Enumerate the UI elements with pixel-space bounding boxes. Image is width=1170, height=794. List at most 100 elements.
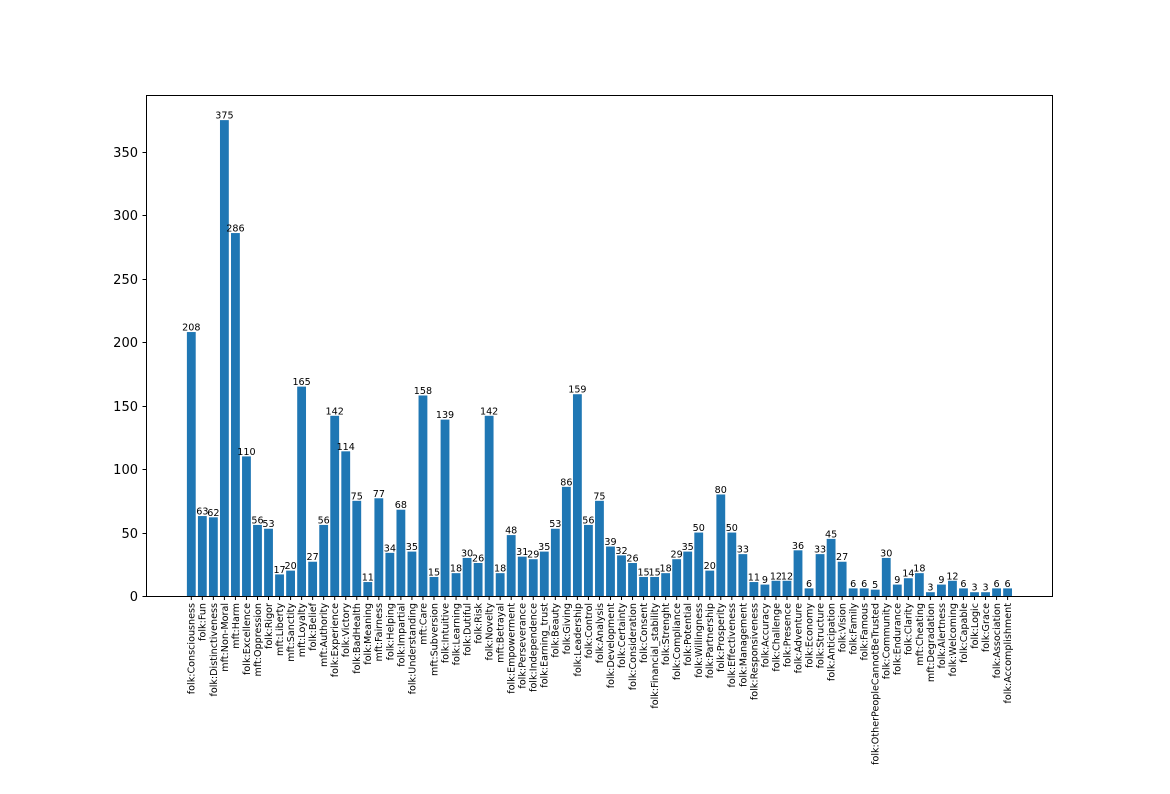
- bar: [683, 551, 693, 596]
- x-tick-label: folk:Responsiveness: [749, 603, 760, 700]
- bar-value-label: 68: [395, 500, 407, 511]
- x-tick-label: folk:Family: [849, 603, 860, 655]
- x-tick-label: mft:Oppression: [253, 603, 264, 677]
- x-tick-label: mft:Sanctity: [286, 603, 297, 662]
- bar-value-label: 18: [494, 564, 506, 575]
- bar: [264, 528, 273, 596]
- bar: [705, 570, 715, 596]
- bar-value-label: 6: [850, 579, 856, 590]
- bar-value-label: 139: [436, 410, 454, 421]
- bar: [473, 563, 483, 596]
- x-tick-label: folk:Excellence: [242, 603, 253, 675]
- bar-value-label: 53: [262, 519, 274, 530]
- x-tick-label: folk:Accomplishment: [1003, 603, 1014, 704]
- x-tick-label: folk:Accuracy: [760, 603, 771, 668]
- x-tick-label: folk:Fun: [198, 603, 209, 641]
- x-tick-label: folk:Experience: [330, 603, 341, 677]
- bar: [716, 494, 726, 596]
- bar: [959, 588, 968, 596]
- y-tick-label: 300: [113, 209, 138, 224]
- bar-value-label: 3: [982, 583, 988, 594]
- bar: [495, 573, 505, 596]
- bar-value-label: 12: [946, 571, 958, 582]
- bar-value-label: 208: [182, 323, 200, 334]
- x-tick-label: folk:Partnership: [705, 603, 716, 678]
- x-tick-label: folk:Adventure: [793, 603, 804, 673]
- x-tick-label: mft:Liberty: [275, 603, 286, 656]
- y-tick-label: 350: [113, 146, 138, 161]
- bar: [793, 550, 803, 596]
- x-tick-label: folk:Welcoming: [948, 603, 959, 677]
- x-tick-label: folk:Consent: [639, 603, 650, 663]
- bar: [242, 456, 251, 596]
- x-tick-label: folk:Development: [606, 603, 617, 689]
- bar-value-label: 56: [582, 515, 594, 526]
- y-tick-label: 250: [113, 273, 138, 288]
- bar: [429, 576, 439, 596]
- bar: [528, 559, 538, 596]
- x-tick-label: folk:Clarity: [904, 603, 915, 655]
- bar-value-label: 34: [384, 543, 396, 554]
- bar-value-label: 26: [626, 554, 638, 565]
- x-tick-label: folk:Dutiful: [462, 603, 473, 656]
- y-tick-label: 200: [113, 336, 138, 351]
- bar-value-label: 142: [326, 406, 344, 417]
- bar: [948, 580, 957, 596]
- bar-value-label: 50: [726, 523, 738, 534]
- bar-value-label: 3: [971, 583, 977, 594]
- bar: [661, 573, 671, 596]
- bar-value-label: 14: [902, 569, 914, 580]
- bar-value-label: 159: [568, 385, 586, 396]
- bar-value-label: 114: [337, 442, 355, 453]
- x-tick-label: folk:Distinctiveness: [209, 603, 220, 697]
- bar: [286, 570, 295, 596]
- bar: [319, 524, 329, 596]
- x-tick-label: folk:Control: [584, 603, 595, 658]
- bar: [451, 573, 461, 596]
- bar: [970, 592, 979, 596]
- bar-value-label: 15: [428, 567, 440, 578]
- bar-value-label: 12: [781, 571, 793, 582]
- bar-value-label: 18: [913, 564, 925, 575]
- bar-value-label: 17: [273, 565, 285, 576]
- bar: [539, 551, 549, 596]
- bar: [253, 524, 262, 596]
- bar-value-label: 56: [251, 515, 263, 526]
- x-tick-label: folk:Belief: [308, 602, 319, 650]
- bar-value-label: 35: [538, 542, 550, 553]
- x-tick-label: folk:Perseverance: [518, 603, 529, 689]
- bar: [231, 233, 240, 596]
- bar: [418, 395, 428, 596]
- bar: [925, 592, 935, 596]
- bar: [407, 551, 417, 596]
- x-tick-label: folk:Vision: [838, 603, 849, 652]
- x-tick-label: folk:Famous: [860, 603, 871, 661]
- bar-value-label: 29: [527, 550, 539, 561]
- bar: [584, 524, 593, 596]
- bar: [650, 576, 660, 596]
- x-tick-label: folk:BadHealth: [352, 603, 363, 674]
- bar-value-label: 11: [748, 573, 760, 584]
- bar: [639, 576, 648, 596]
- x-tick-label: folk:Learning: [451, 603, 462, 665]
- x-tick-label: folk:Empowerment: [507, 603, 518, 694]
- x-tick-label: folk:Helping: [385, 603, 396, 660]
- bar-value-label: 77: [373, 489, 385, 500]
- x-tick-label: folk:Prosperity: [716, 603, 727, 672]
- x-tick-label: folk:Understanding: [407, 603, 418, 694]
- x-tick-label: mft:Loyalty: [297, 603, 308, 658]
- bar: [352, 500, 362, 596]
- bar: [374, 498, 384, 596]
- x-tick-label: mft:Care: [418, 603, 429, 645]
- bar: [782, 580, 792, 596]
- x-tick-label: folk:OtherPeopleCannotBeTrusted: [871, 603, 882, 765]
- bar-value-label: 9: [894, 575, 900, 586]
- bar-value-label: 12: [770, 571, 782, 582]
- x-tick-label: folk:Analysis: [595, 603, 606, 663]
- bar: [881, 557, 891, 596]
- bar: [672, 559, 682, 596]
- bar: [197, 516, 207, 596]
- bar: [396, 509, 406, 596]
- bar-value-label: 36: [792, 541, 804, 552]
